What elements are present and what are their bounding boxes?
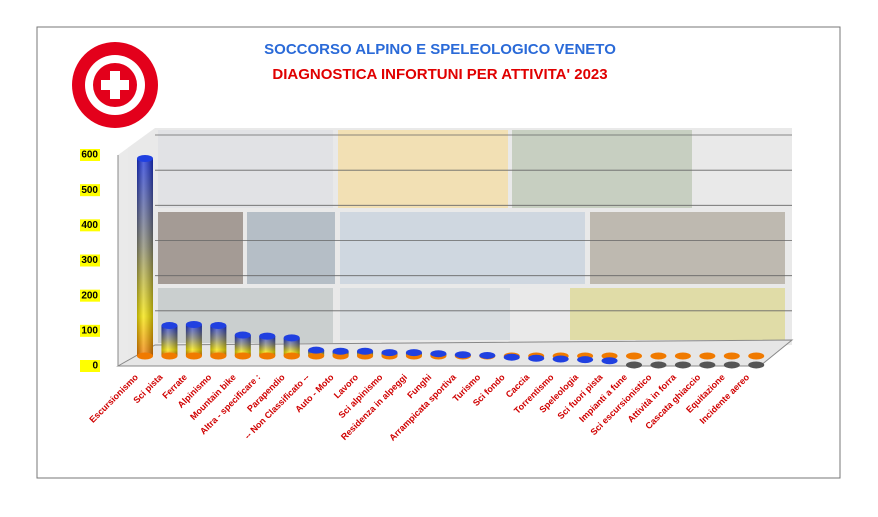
bar-shade — [161, 325, 178, 356]
bar-cap — [430, 350, 447, 358]
bar-cap — [601, 357, 618, 365]
bar-cap — [626, 361, 642, 369]
y-tick-label: 0 — [92, 361, 98, 372]
bar-shade — [185, 324, 202, 356]
chart-title: SOCCORSO ALPINO E SPELEOLOGICO VENETO — [264, 41, 616, 58]
bar-cap — [185, 321, 202, 329]
y-tick-highlight — [80, 219, 100, 232]
y-tick-highlight — [80, 149, 100, 161]
bar-cap — [723, 361, 740, 369]
bar-shade — [210, 325, 227, 356]
bar-cap — [210, 322, 227, 330]
bar-base — [650, 352, 667, 360]
y-tick-label: 600 — [81, 150, 98, 161]
bar-cap — [528, 354, 545, 362]
bar-base — [210, 352, 227, 360]
y-tick-label: 500 — [81, 185, 98, 196]
bar-cap — [381, 349, 398, 357]
bar-base — [185, 352, 202, 360]
y-tick-highlight — [80, 360, 100, 372]
y-tick-label: 400 — [81, 220, 98, 231]
bar-cap — [479, 351, 496, 359]
y-tick-highlight — [80, 254, 100, 267]
bar-cap — [748, 361, 765, 369]
bar-cap — [552, 355, 569, 363]
bar-cap — [357, 347, 374, 355]
y-tick-highlight — [80, 324, 100, 337]
bar-shade — [283, 337, 300, 356]
bar-cap — [234, 331, 251, 339]
chart-subtitle: DIAGNOSTICA INFORTUNI PER ATTIVITA' 2023 — [272, 66, 607, 83]
bar-cap — [699, 361, 716, 369]
bar-base — [259, 352, 276, 360]
bar-base — [626, 352, 642, 360]
bar-shade — [234, 335, 251, 356]
bar-cap — [137, 155, 153, 163]
bar-base — [234, 352, 251, 360]
bar-cap — [577, 356, 594, 364]
bar-cap — [454, 351, 471, 359]
bar-cap — [674, 361, 691, 369]
bar-cap — [332, 347, 349, 355]
bar-base — [283, 352, 300, 360]
bar-cap — [161, 322, 178, 330]
bar-base — [137, 352, 153, 360]
bar-base — [699, 352, 716, 360]
bar-shade — [259, 336, 276, 356]
y-tick-highlight — [80, 289, 100, 302]
bar-cap — [283, 334, 300, 342]
logo — [72, 42, 158, 128]
y-tick-highlight — [80, 184, 100, 197]
bar-cap — [405, 349, 422, 357]
bar-base — [748, 352, 765, 360]
bar-base — [161, 352, 178, 360]
background-photos — [118, 128, 792, 366]
y-tick-label: 300 — [81, 255, 98, 266]
bar-cap — [503, 353, 520, 361]
bar-base — [723, 352, 740, 360]
bar-cap — [308, 346, 325, 354]
bar-cap — [650, 361, 667, 369]
bar-base — [308, 352, 325, 360]
bar-base — [674, 352, 691, 360]
bar-shade — [137, 158, 153, 356]
y-tick-label: 100 — [81, 325, 98, 336]
y-tick-label: 200 — [81, 290, 98, 301]
bar-cap — [259, 332, 276, 340]
